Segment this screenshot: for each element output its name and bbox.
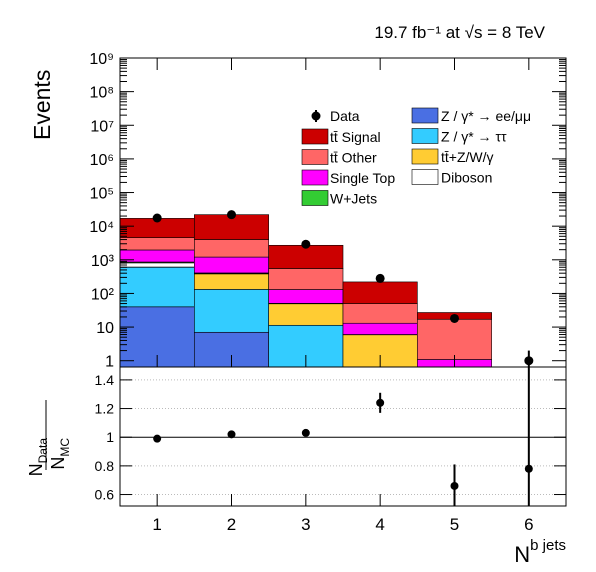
x-axis-label: Nb jets [514, 537, 566, 567]
x-tick-label: 3 [301, 515, 310, 534]
data-point [450, 313, 459, 323]
main-plot [120, 210, 534, 367]
legend: Data tt̄ Signal tt̄ Other Single Top W+Jets Z… [301, 107, 531, 207]
legend-label: W+Jets [330, 191, 377, 207]
x-label-base: N [514, 542, 530, 567]
ratio-denominator: NMC [48, 438, 72, 470]
y-tick-label: 1 [105, 354, 114, 371]
stack-segment [268, 268, 344, 290]
ratio-label: NData NMC [26, 400, 72, 476]
y-tick-label: 0.6 [95, 487, 115, 503]
data-point [301, 428, 310, 437]
y-tick-label: 1.4 [95, 372, 115, 388]
stack-segment [342, 322, 418, 335]
x-tick-label: 6 [524, 515, 533, 534]
legend-label: tt̄+Z/W/γ [441, 149, 494, 165]
numerator-base: N [26, 463, 46, 476]
stack-segment [194, 289, 269, 333]
data-point [301, 239, 311, 249]
x-tick-label: 2 [227, 515, 236, 534]
legend-swatch [301, 190, 329, 206]
denominator-base: N [48, 457, 68, 470]
legend-label: tt̄ Other [330, 150, 377, 166]
y-tick-label: 0.8 [95, 458, 115, 474]
legend-swatch [301, 169, 329, 186]
stack-segment [120, 237, 195, 251]
y-tick-label: 10⁹ [89, 51, 114, 68]
data-point [376, 398, 385, 407]
denominator-sub: MC [58, 438, 72, 457]
data-point [524, 464, 533, 473]
y-tick-label: 10⁴ [89, 219, 114, 236]
y-tick-label: 10³ [91, 253, 115, 270]
stack-segment [194, 273, 269, 290]
legend-swatch [411, 148, 439, 165]
legend-label: Z / γ* → ττ [441, 129, 507, 145]
data-point [227, 210, 236, 220]
stack-segment [194, 256, 269, 274]
y-tick-label: 1 [106, 429, 114, 445]
stack-segment [268, 244, 344, 269]
y-tick-label: 10⁶ [90, 152, 114, 169]
x-label-sup: b jets [530, 537, 566, 554]
chart-title: 19.7 fb⁻¹ at √s = 8 TeV [374, 23, 545, 42]
legend-swatch [301, 128, 329, 145]
y-tick-label: 10⁵ [90, 186, 114, 203]
ratio-frame [119, 366, 567, 507]
stack-segment [342, 281, 418, 304]
y-tick-label: 10⁸ [89, 85, 114, 102]
stack-segment [268, 289, 344, 304]
x-tick-label: 5 [450, 515, 459, 534]
y-tick-label: 10² [91, 286, 115, 303]
y-axis-label: Events [29, 70, 55, 140]
legend-swatch [411, 107, 439, 124]
data-point [450, 481, 459, 490]
x-tick-label: 4 [375, 515, 384, 534]
legend-swatch [411, 128, 439, 144]
legend-swatch [301, 149, 329, 165]
legend-swatch [411, 169, 439, 185]
data-point [375, 273, 385, 283]
legend-label: tt̄ Signal [330, 129, 381, 145]
x-tick-label: 1 [152, 515, 161, 534]
data-point [153, 434, 162, 443]
y-tick-label: 10⁷ [90, 118, 114, 135]
y-tick-label: 1.2 [95, 401, 115, 417]
axes: 1 10 10² 10³ 10⁴ 10⁵ 10⁶ 10⁷ 10⁸ 10⁹ 0.6 0.8 1 1.2 1.4… [89, 51, 567, 534]
y-tick-label: 10 [96, 320, 114, 337]
legend-label: Diboson [441, 170, 492, 186]
data-point [227, 430, 236, 439]
stack-segment [194, 239, 269, 258]
stack-segment [417, 318, 492, 360]
stack-segment [342, 303, 418, 324]
stack-segment [120, 262, 195, 268]
legend-label: Z / γ* → ee/μμ [441, 108, 531, 124]
data-point [152, 213, 162, 223]
stack-segment [268, 303, 344, 326]
legend-label: Data [330, 108, 360, 124]
legend-label: Single Top [330, 170, 395, 186]
stack-segment [120, 266, 195, 308]
